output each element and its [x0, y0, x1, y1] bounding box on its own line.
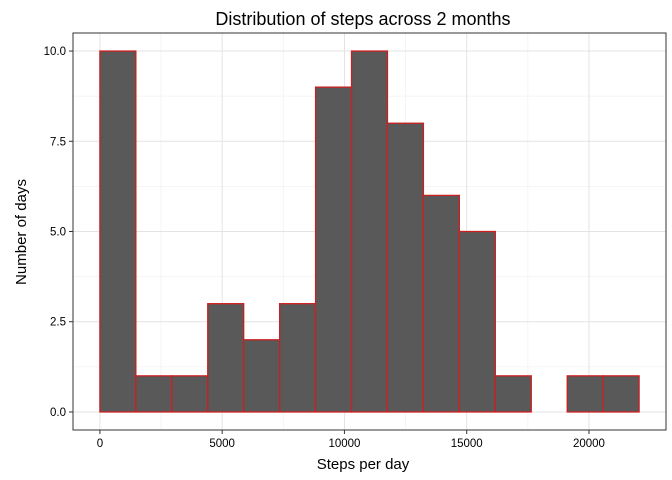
y-tick-label: 7.5	[50, 136, 66, 148]
histogram-bar	[207, 303, 245, 413]
histogram-bars	[99, 50, 640, 413]
histogram-bar	[458, 230, 496, 413]
histogram-bar	[278, 303, 317, 413]
histogram-bar	[243, 339, 281, 413]
histogram-bar	[99, 50, 137, 413]
y-tick-label: 5.0	[50, 227, 66, 239]
histogram-bar	[135, 375, 173, 413]
x-tick-label: 5000	[209, 438, 235, 450]
x-tick-label: 10000	[328, 438, 360, 450]
y-tick-label: 2.5	[50, 317, 66, 329]
x-tick-label: 15000	[451, 438, 483, 450]
y-axis-label: Number of days	[13, 179, 30, 285]
x-axis-label: Steps per day	[317, 456, 410, 473]
histogram-bar	[314, 86, 353, 413]
y-tick-label: 10.0	[44, 46, 66, 58]
histogram-bar	[350, 50, 389, 413]
histogram-bar	[494, 375, 532, 413]
histogram-bar	[171, 375, 209, 413]
x-tick-label: 20000	[573, 438, 605, 450]
histogram-bar	[602, 375, 640, 413]
x-axis: 0 5000 10000 15000 20000	[97, 430, 605, 450]
histogram-bar	[422, 194, 461, 413]
y-axis: 0.0 2.5 5.0 7.5 10.0	[44, 46, 73, 419]
chart-title: Distribution of steps across 2 months	[215, 9, 510, 29]
x-tick-label: 0	[97, 438, 103, 450]
histogram-bar	[386, 122, 425, 413]
y-tick-label: 0.0	[50, 407, 66, 419]
histogram-bar	[566, 375, 604, 413]
